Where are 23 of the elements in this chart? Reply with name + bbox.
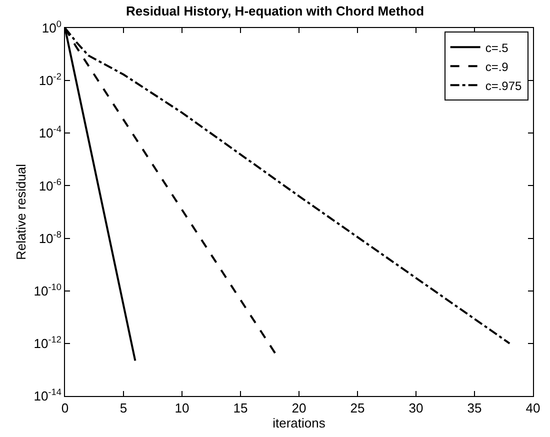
y-tick-label: 10$^{-12}$ bbox=[34, 334, 62, 351]
x-axis-title: iterations bbox=[272, 416, 326, 431]
y-tick-label: 10$^{-10}$ bbox=[34, 282, 62, 298]
chart-title: Residual History, H-equation with Chord Method bbox=[126, 4, 424, 19]
x-tick-label: 5 bbox=[120, 400, 128, 416]
legend-label: c=.975 bbox=[485, 78, 522, 93]
x-tick-label: 25 bbox=[350, 400, 365, 416]
y-tick-label: 10$^{-6}$ bbox=[38, 176, 62, 194]
x-tick-label: 35 bbox=[467, 400, 482, 416]
y-axis-title: Relative residual bbox=[14, 164, 29, 260]
y-tick-label: 10$^{-4}$ bbox=[38, 124, 62, 141]
y-tick-label: 10$^{0}$ bbox=[42, 19, 62, 36]
x-tick-label: 30 bbox=[408, 400, 424, 416]
y-tick-label: 10$^{-2}$ bbox=[38, 72, 62, 88]
x-tick-label: 0 bbox=[61, 400, 69, 416]
y-tick-label: 10$^{-14}$ bbox=[34, 387, 62, 404]
x-tick-label: 10 bbox=[174, 400, 190, 416]
x-tick-label: 20 bbox=[292, 400, 306, 416]
legend-label: c=.9 bbox=[485, 60, 509, 74]
x-tick-label: 15 bbox=[233, 400, 248, 416]
legend-label: c=.5 bbox=[485, 40, 509, 55]
y-tick-label: 10$^{-8}$ bbox=[38, 229, 62, 246]
x-tick-label: 40 bbox=[526, 400, 540, 416]
